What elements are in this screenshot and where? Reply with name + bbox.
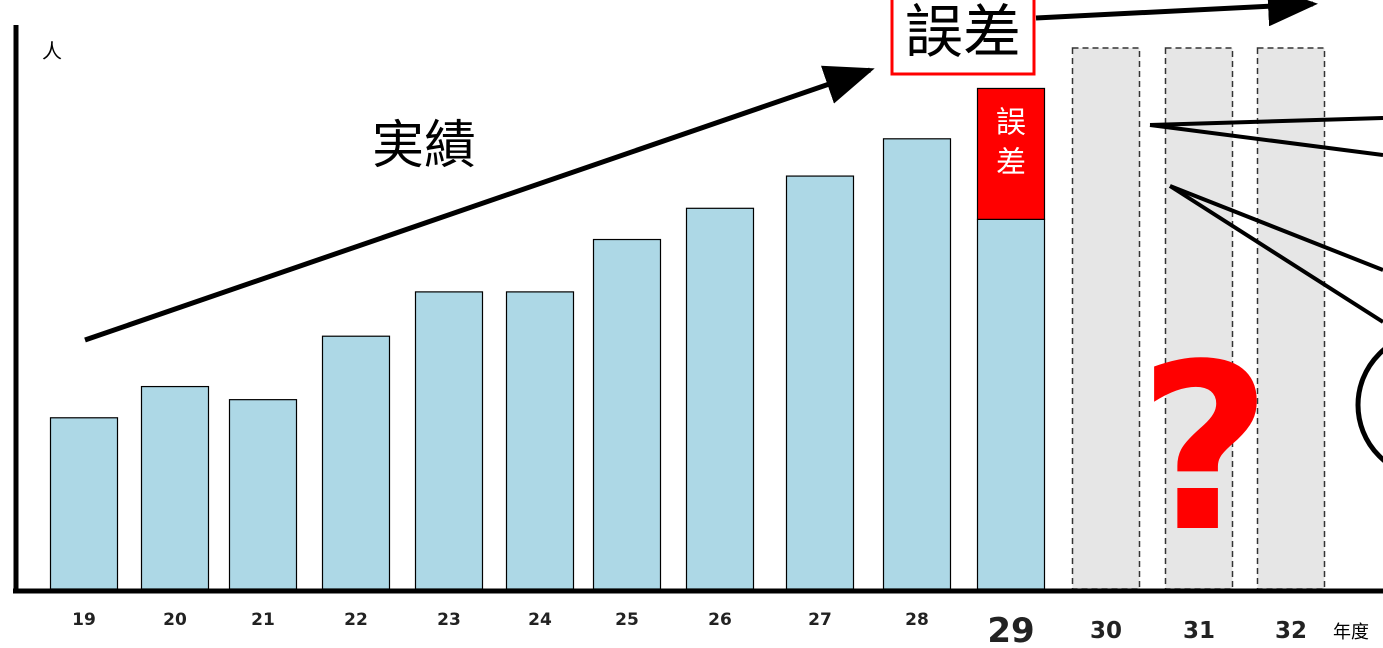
error-band-29 bbox=[976, 87, 1046, 220]
bar-28 bbox=[882, 138, 952, 590]
x-axis-label: 年度 bbox=[1333, 622, 1369, 643]
bar-23 bbox=[414, 291, 484, 590]
question-mark: ? bbox=[1138, 316, 1271, 583]
bar-22 bbox=[321, 335, 391, 590]
forecast-bar-30 bbox=[1071, 47, 1141, 590]
forecast-bar-32 bbox=[1256, 47, 1326, 590]
bar-21 bbox=[228, 399, 298, 590]
x-tick-30: 30 bbox=[1090, 618, 1122, 644]
x-tick-20: 20 bbox=[163, 610, 187, 630]
x-tick-24: 24 bbox=[528, 610, 552, 630]
bar-19 bbox=[49, 417, 119, 590]
trend-arrow bbox=[84, 65, 875, 343]
bar-26 bbox=[685, 207, 755, 590]
bar-29 bbox=[976, 218, 1046, 590]
x-tick-23: 23 bbox=[437, 610, 461, 630]
x-tick-32: 32 bbox=[1275, 618, 1307, 644]
x-tick-29: 29 bbox=[987, 611, 1034, 648]
x-tick-26: 26 bbox=[708, 610, 732, 630]
x-tick-21: 21 bbox=[251, 610, 275, 630]
error-band-label-char: 誤 bbox=[996, 105, 1026, 140]
forecast-bar-31 bbox=[1164, 47, 1234, 590]
bar-20 bbox=[140, 385, 210, 590]
y-axis-label: 人 bbox=[42, 39, 62, 63]
x-tick-27: 27 bbox=[808, 610, 832, 630]
error-arrow bbox=[1035, 0, 1318, 27]
x-tick-19: 19 bbox=[72, 610, 96, 630]
bar-25 bbox=[592, 238, 662, 590]
x-tick-31: 31 bbox=[1183, 618, 1215, 644]
callout-line-1 bbox=[1149, 116, 1383, 127]
error-band-label-char: 差 bbox=[996, 145, 1026, 180]
x-tick-22: 22 bbox=[344, 610, 368, 630]
x-tick-25: 25 bbox=[615, 610, 639, 630]
bar-27 bbox=[785, 175, 855, 590]
callout-circle bbox=[1355, 347, 1383, 463]
x-tick-28: 28 bbox=[905, 610, 929, 630]
actual-label: 実績 bbox=[372, 116, 476, 176]
callout-line-4 bbox=[1168, 184, 1383, 324]
error-box-label: 誤差 bbox=[905, 0, 1021, 66]
bar-24 bbox=[505, 291, 575, 590]
error-box bbox=[890, 0, 1036, 76]
callout-line-2 bbox=[1149, 123, 1383, 157]
callout-line-3 bbox=[1169, 184, 1383, 272]
